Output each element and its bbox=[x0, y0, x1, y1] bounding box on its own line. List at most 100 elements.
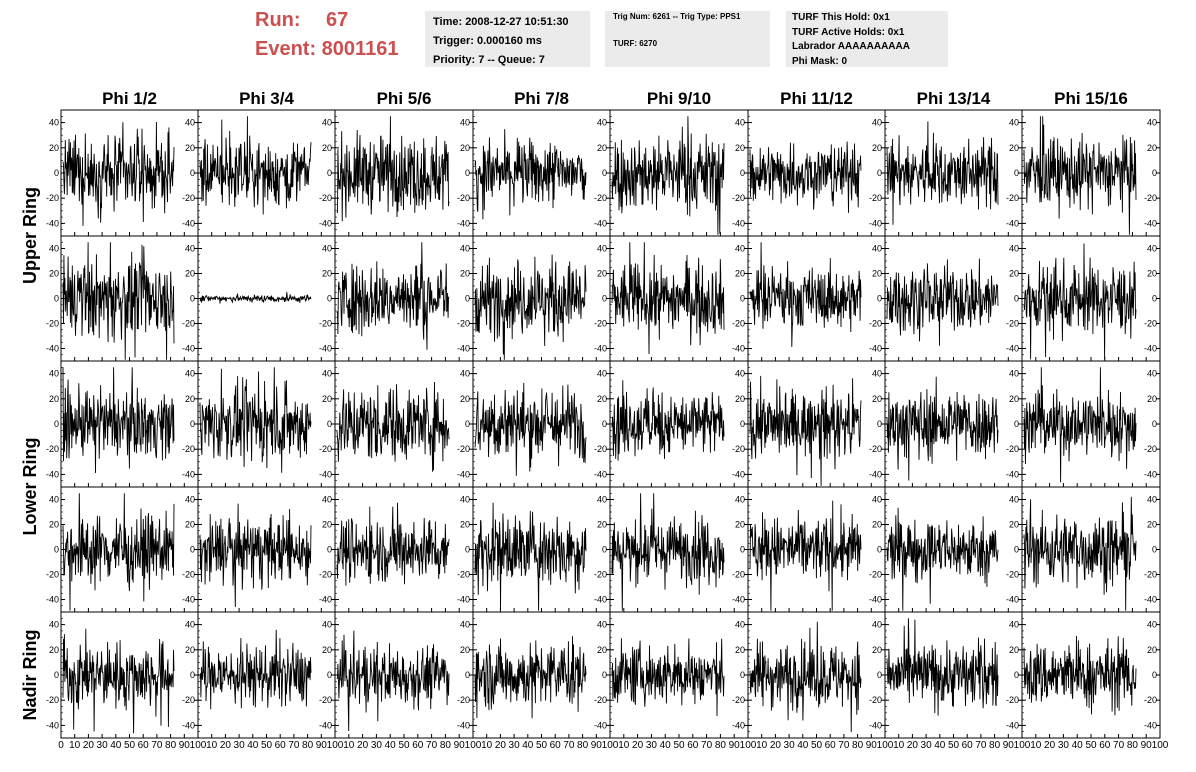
x-tick-label: 10 bbox=[618, 740, 630, 751]
x-tick-label: 80 bbox=[165, 740, 177, 751]
y-tick-label: 20 bbox=[872, 394, 882, 404]
x-tick-label: 80 bbox=[1127, 740, 1139, 751]
y-tick-label: -20 bbox=[1144, 319, 1157, 329]
y-tick-label: 40 bbox=[49, 244, 59, 254]
waveform-trace bbox=[886, 507, 999, 611]
ring-label-1: Upper Ring bbox=[20, 187, 40, 284]
y-tick-label: -40 bbox=[732, 344, 745, 354]
y-tick-label: 20 bbox=[1009, 143, 1019, 153]
y-tick-label: -40 bbox=[319, 720, 332, 730]
y-tick-label: 0 bbox=[877, 545, 882, 555]
y-tick-label: -40 bbox=[1144, 469, 1157, 479]
x-tick-label: 80 bbox=[440, 740, 452, 751]
y-tick-label: 40 bbox=[872, 244, 882, 254]
x-tick-label: 70 bbox=[701, 740, 713, 751]
y-tick-label: 20 bbox=[1009, 394, 1019, 404]
x-tick-label: 100 bbox=[1152, 740, 1169, 751]
y-tick-label: -40 bbox=[1144, 218, 1157, 228]
y-tick-label: -40 bbox=[732, 595, 745, 605]
y-tick-label: -40 bbox=[46, 720, 59, 730]
y-tick-label: 0 bbox=[54, 419, 59, 429]
y-tick-label: -20 bbox=[457, 444, 470, 454]
y-tick-label: 20 bbox=[460, 394, 470, 404]
phi-mask-line: Phi Mask: 0 bbox=[792, 55, 848, 67]
y-tick-label: 40 bbox=[185, 495, 195, 505]
y-tick-label: -20 bbox=[182, 319, 195, 329]
y-tick-label: 0 bbox=[740, 545, 745, 555]
waveform-trace bbox=[62, 628, 175, 734]
x-tick-label: 70 bbox=[151, 740, 163, 751]
y-tick-label: 0 bbox=[1152, 294, 1157, 304]
waveform-trace bbox=[749, 500, 862, 611]
y-tick-label: -40 bbox=[869, 344, 882, 354]
waveform-trace bbox=[199, 292, 312, 304]
waveform-trace bbox=[749, 621, 862, 733]
run-label: Run: bbox=[255, 9, 301, 31]
y-tick-label: -20 bbox=[46, 444, 59, 454]
y-tick-label: -20 bbox=[319, 444, 332, 454]
y-tick-label: -40 bbox=[182, 344, 195, 354]
x-tick-label: 30 bbox=[921, 740, 933, 751]
y-tick-label: 0 bbox=[327, 419, 332, 429]
waveform-trace bbox=[336, 381, 450, 472]
y-tick-label: 40 bbox=[185, 620, 195, 630]
y-tick-label: 0 bbox=[54, 545, 59, 555]
y-tick-label: 40 bbox=[872, 369, 882, 379]
waveform-trace bbox=[62, 493, 175, 611]
waveform-trace bbox=[886, 121, 999, 225]
waveform-trace bbox=[474, 382, 587, 476]
x-tick-label: 20 bbox=[83, 740, 95, 751]
y-tick-label: 20 bbox=[1147, 645, 1157, 655]
x-tick-label: 10 bbox=[1030, 740, 1042, 751]
y-tick-label: 40 bbox=[735, 118, 745, 128]
time-line: Time: 2008-12-27 10:51:30 bbox=[433, 16, 569, 28]
x-tick-label: 100 bbox=[877, 740, 894, 751]
waveform-trace bbox=[474, 129, 587, 220]
y-tick-label: -40 bbox=[594, 344, 607, 354]
y-tick-label: 20 bbox=[322, 394, 332, 404]
event-label: Event: 8001161 bbox=[255, 38, 399, 60]
y-tick-label: 20 bbox=[872, 520, 882, 530]
waveform-trace bbox=[199, 629, 312, 710]
y-tick-label: -40 bbox=[1144, 595, 1157, 605]
x-tick-label: 60 bbox=[550, 740, 562, 751]
y-tick-label: -40 bbox=[594, 595, 607, 605]
y-tick-label: -40 bbox=[1144, 344, 1157, 354]
y-tick-label: 20 bbox=[735, 394, 745, 404]
y-tick-label: 40 bbox=[597, 495, 607, 505]
y-tick-label: 0 bbox=[1014, 545, 1019, 555]
x-tick-label: 20 bbox=[495, 740, 507, 751]
y-tick-label: -20 bbox=[319, 193, 332, 203]
y-tick-label: 0 bbox=[877, 168, 882, 178]
column-header-7: Phi 13/14 bbox=[917, 89, 991, 108]
y-tick-label: -40 bbox=[732, 218, 745, 228]
turf-active-line: TURF Active Holds: 0x1 bbox=[792, 26, 905, 38]
y-tick-label: 40 bbox=[460, 244, 470, 254]
y-tick-label: 40 bbox=[322, 244, 332, 254]
y-tick-label: 20 bbox=[735, 645, 745, 655]
y-tick-label: -20 bbox=[869, 695, 882, 705]
y-tick-label: 40 bbox=[460, 495, 470, 505]
y-tick-label: 40 bbox=[322, 369, 332, 379]
y-tick-label: 0 bbox=[602, 545, 607, 555]
y-tick-label: 0 bbox=[602, 294, 607, 304]
y-tick-label: -20 bbox=[457, 695, 470, 705]
column-header-3: Phi 5/6 bbox=[377, 89, 432, 108]
x-tick-label: 50 bbox=[536, 740, 548, 751]
run-number: 67 bbox=[326, 9, 349, 31]
y-tick-label: 20 bbox=[735, 269, 745, 279]
waveform-trace bbox=[1023, 496, 1137, 611]
turf-info-box: TURF This Hold: 0x1 TURF Active Holds: 0… bbox=[786, 11, 948, 67]
y-tick-label: 0 bbox=[465, 545, 470, 555]
y-tick-label: 40 bbox=[1147, 495, 1157, 505]
x-tick-label: 70 bbox=[288, 740, 300, 751]
y-tick-label: -40 bbox=[1006, 469, 1019, 479]
y-tick-label: 0 bbox=[1152, 545, 1157, 555]
x-tick-label: 90 bbox=[591, 740, 603, 751]
x-tick-label: 40 bbox=[934, 740, 946, 751]
y-tick-label: 40 bbox=[1009, 118, 1019, 128]
y-tick-label: 0 bbox=[190, 419, 195, 429]
waveform-trace bbox=[474, 254, 587, 360]
y-tick-label: -20 bbox=[1006, 319, 1019, 329]
x-tick-label: 50 bbox=[124, 740, 136, 751]
